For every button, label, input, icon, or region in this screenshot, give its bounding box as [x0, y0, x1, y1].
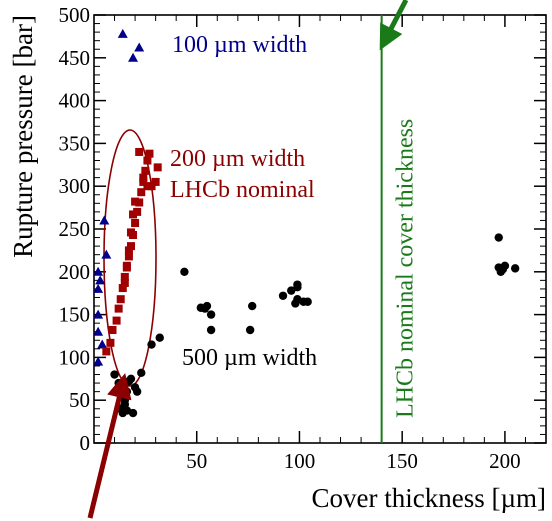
triangle-point	[101, 249, 112, 259]
axis-tick-labels: 0 50 100 150 200 250 300 350 400 450 500 50 100 150 20…	[59, 3, 521, 473]
circle-point	[500, 261, 510, 271]
label-500um: 500 µm width	[182, 345, 317, 371]
square-point	[102, 347, 111, 356]
y-tick-label: 200	[59, 260, 91, 284]
square-point	[131, 197, 140, 206]
triangle-point	[117, 28, 128, 38]
circle-point	[126, 374, 136, 383]
label-100um: 100 µm width	[172, 32, 307, 58]
square-point	[129, 210, 138, 219]
y-tick-label: 0	[80, 431, 91, 455]
square-point	[112, 316, 121, 325]
circle-point	[110, 370, 119, 379]
triangle-point	[93, 309, 104, 319]
y-tick-label: 150	[59, 303, 91, 327]
y-tick-label: 400	[59, 89, 91, 113]
x-axis-title: Cover thickness [µm]	[311, 483, 546, 513]
square-point	[120, 272, 129, 281]
circle-point	[147, 340, 156, 349]
triangle-point	[99, 215, 110, 225]
triangle-point	[93, 356, 104, 366]
triangle-point	[95, 275, 106, 285]
vline-label: LHCb nominal cover thickness	[393, 119, 419, 418]
circle-point	[248, 301, 257, 311]
circle-point	[293, 280, 302, 289]
square-point	[124, 246, 133, 255]
square-point	[143, 182, 152, 191]
square-point	[124, 252, 133, 261]
red-arrow	[87, 373, 132, 519]
square-point	[143, 156, 152, 165]
y-axis-title: Rupture pressure [bar]	[8, 15, 38, 258]
square-point	[122, 263, 131, 272]
circle-point	[494, 233, 503, 242]
circle-point	[128, 408, 138, 418]
x-tick-label: 50	[186, 449, 207, 473]
circle-point	[132, 387, 142, 396]
square-point	[126, 242, 135, 251]
square-point	[116, 295, 125, 304]
triangle-point	[93, 326, 104, 336]
label-200um-line1: 200 µm width	[170, 146, 305, 172]
x-tick-label: 100	[284, 449, 316, 473]
label-200um-line2: LHCb nominal	[170, 177, 315, 203]
x-tick-label: 150	[386, 449, 418, 473]
square-point	[139, 177, 148, 186]
square-point	[151, 177, 160, 186]
triangle-point	[134, 42, 145, 52]
y-tick-label: 250	[59, 217, 91, 241]
circle-point	[137, 368, 146, 378]
square-point	[141, 166, 150, 175]
square-point	[133, 207, 142, 216]
y-tick-label: 100	[59, 345, 91, 369]
circle-point	[155, 333, 164, 342]
green-arrow	[379, 0, 409, 51]
circle-point	[245, 325, 255, 335]
y-tick-label: 50	[69, 388, 90, 412]
square-point	[137, 188, 146, 197]
axis-ticks	[94, 14, 546, 444]
square-point	[135, 147, 144, 156]
square-point	[131, 219, 140, 228]
circle-point	[510, 264, 520, 273]
y-tick-label: 300	[59, 174, 91, 198]
square-point	[147, 182, 156, 191]
circle-point	[180, 267, 189, 276]
square-point	[118, 284, 127, 293]
circle-point	[287, 286, 296, 295]
triangle-point	[97, 339, 108, 349]
square-point	[135, 198, 144, 207]
circle-point	[303, 297, 312, 306]
square-point	[108, 326, 117, 335]
square-point	[120, 278, 129, 287]
triangle-point	[128, 52, 139, 62]
circle-point	[202, 301, 212, 311]
x-tick-label: 200	[489, 449, 521, 473]
triangle-point	[93, 266, 104, 276]
y-tick-label: 350	[59, 131, 91, 155]
square-point	[126, 228, 135, 237]
y-tick-label: 450	[59, 46, 91, 70]
triangle-point	[93, 283, 104, 293]
circle-point	[206, 310, 216, 319]
square-point	[139, 173, 148, 182]
square-point	[114, 304, 123, 313]
circle-point	[206, 325, 216, 335]
square-point	[153, 163, 162, 172]
square-point	[106, 338, 115, 347]
y-tick-label: 500	[59, 3, 91, 27]
square-point	[145, 149, 154, 158]
circle-point	[278, 291, 288, 300]
plot-frame	[93, 14, 547, 444]
